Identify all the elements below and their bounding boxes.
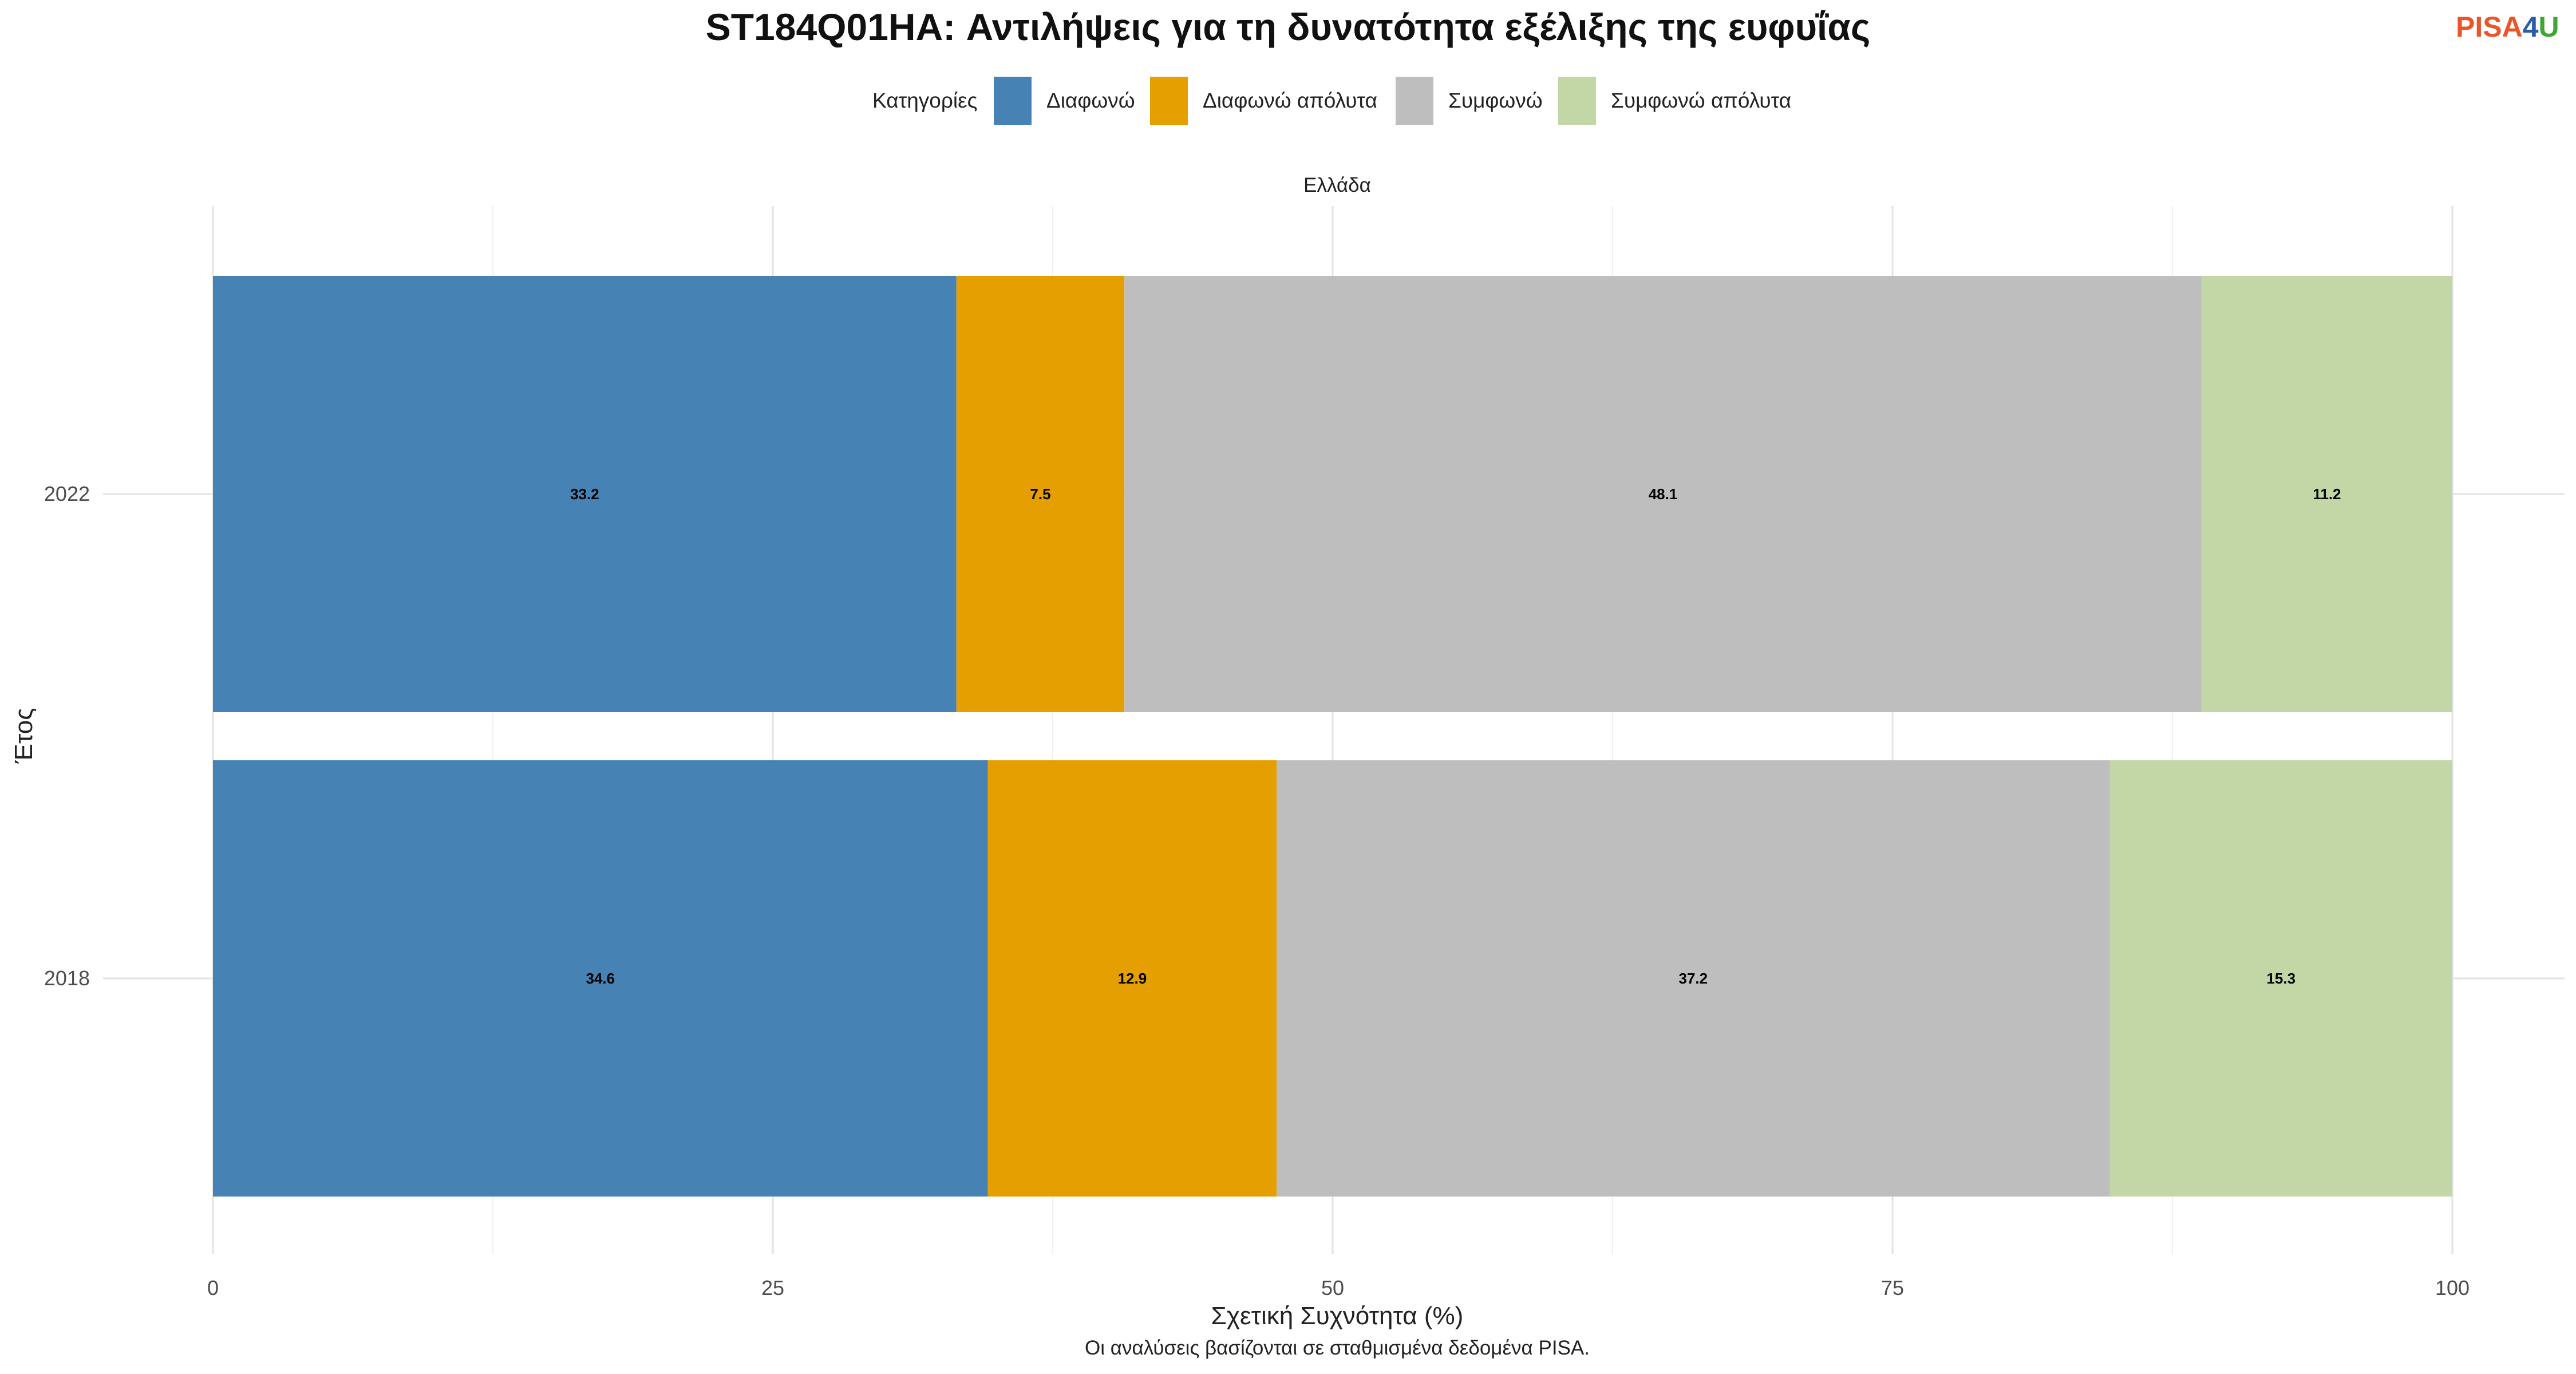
bar-segment bbox=[2109, 760, 2452, 1197]
logo-part-main: PISA bbox=[2456, 11, 2523, 43]
x-tick-label: 75 bbox=[1881, 1276, 1904, 1300]
x-tick-label: 50 bbox=[1321, 1276, 1344, 1300]
y-tick-label: 2018 bbox=[44, 966, 90, 990]
bar-segment bbox=[956, 276, 1125, 712]
logo-text-main: PISA4U bbox=[2456, 11, 2559, 43]
bar-segment bbox=[1277, 760, 2110, 1197]
y-tick-label: 2022 bbox=[44, 482, 90, 506]
x-axis-title: Σχετική Συχνότητα (%) bbox=[1211, 1302, 1464, 1330]
logo-part-end: U bbox=[2539, 11, 2559, 43]
y-axis-ticks: 2022 2018 bbox=[44, 482, 90, 990]
legend-label: Διαφωνώ bbox=[1046, 89, 1135, 112]
bars: 33.2 7.5 48.1 11.2 34.6 12.9 37.2 15.3 bbox=[213, 276, 2452, 1197]
bar-value-label: 33.2 bbox=[570, 485, 599, 503]
y-axis-title: Έτος bbox=[10, 708, 38, 764]
bar-value-label: 34.6 bbox=[586, 970, 615, 987]
legend-title: Κατηγορίες bbox=[872, 89, 977, 112]
x-tick-label: 25 bbox=[761, 1276, 784, 1300]
x-axis-ticks: 0 25 50 75 100 bbox=[207, 1276, 2470, 1300]
legend-swatch bbox=[994, 77, 1032, 125]
legend-item: Διαφωνώ απόλυτα bbox=[1150, 77, 1377, 125]
bar-value-label: 15.3 bbox=[2266, 970, 2296, 987]
bar-segment bbox=[2201, 276, 2452, 712]
x-tick-label: 100 bbox=[2435, 1276, 2470, 1300]
legend-swatch bbox=[1558, 77, 1596, 125]
legend-label: Συμφωνώ απόλυτα bbox=[1611, 89, 1791, 112]
bar-segment bbox=[1124, 276, 2202, 712]
bar-value-label: 48.1 bbox=[1649, 485, 1678, 503]
x-tick-label: 0 bbox=[207, 1276, 219, 1300]
legend: Κατηγορίες Διαφωνώ Διαφωνώ απόλυτα Συμφωνώ Σ… bbox=[872, 77, 1791, 125]
bar-value-label: 37.2 bbox=[1679, 970, 1708, 987]
legend-swatch bbox=[1396, 77, 1433, 125]
facet-strip-label: Ελλάδα bbox=[1303, 174, 1371, 196]
bar-segment bbox=[987, 760, 1277, 1197]
bar-value-label: 7.5 bbox=[1030, 485, 1050, 503]
chart-title: ST184Q01HA: Αντιλήψεις για τη δυνατότητα… bbox=[706, 6, 1871, 48]
legend-item: Διαφωνώ bbox=[994, 77, 1135, 125]
bar-value-label: 11.2 bbox=[2313, 485, 2341, 503]
legend-swatch bbox=[1150, 77, 1188, 125]
bar-segment bbox=[213, 276, 957, 712]
bar-value-label: 12.9 bbox=[1118, 970, 1147, 987]
legend-item: Συμφωνώ bbox=[1396, 77, 1543, 125]
bar-segment bbox=[213, 760, 988, 1197]
logo-part-digit: 4 bbox=[2523, 11, 2539, 43]
legend-item: Συμφωνώ απόλυτα bbox=[1558, 77, 1791, 125]
caption: Οι αναλύσεις βασίζονται σε σταθμισμένα δ… bbox=[1085, 1337, 1590, 1359]
legend-label: Συμφωνώ bbox=[1448, 89, 1543, 112]
legend-label: Διαφωνώ απόλυτα bbox=[1203, 89, 1377, 112]
pisa4u-logo: PISA4U bbox=[2456, 11, 2559, 43]
